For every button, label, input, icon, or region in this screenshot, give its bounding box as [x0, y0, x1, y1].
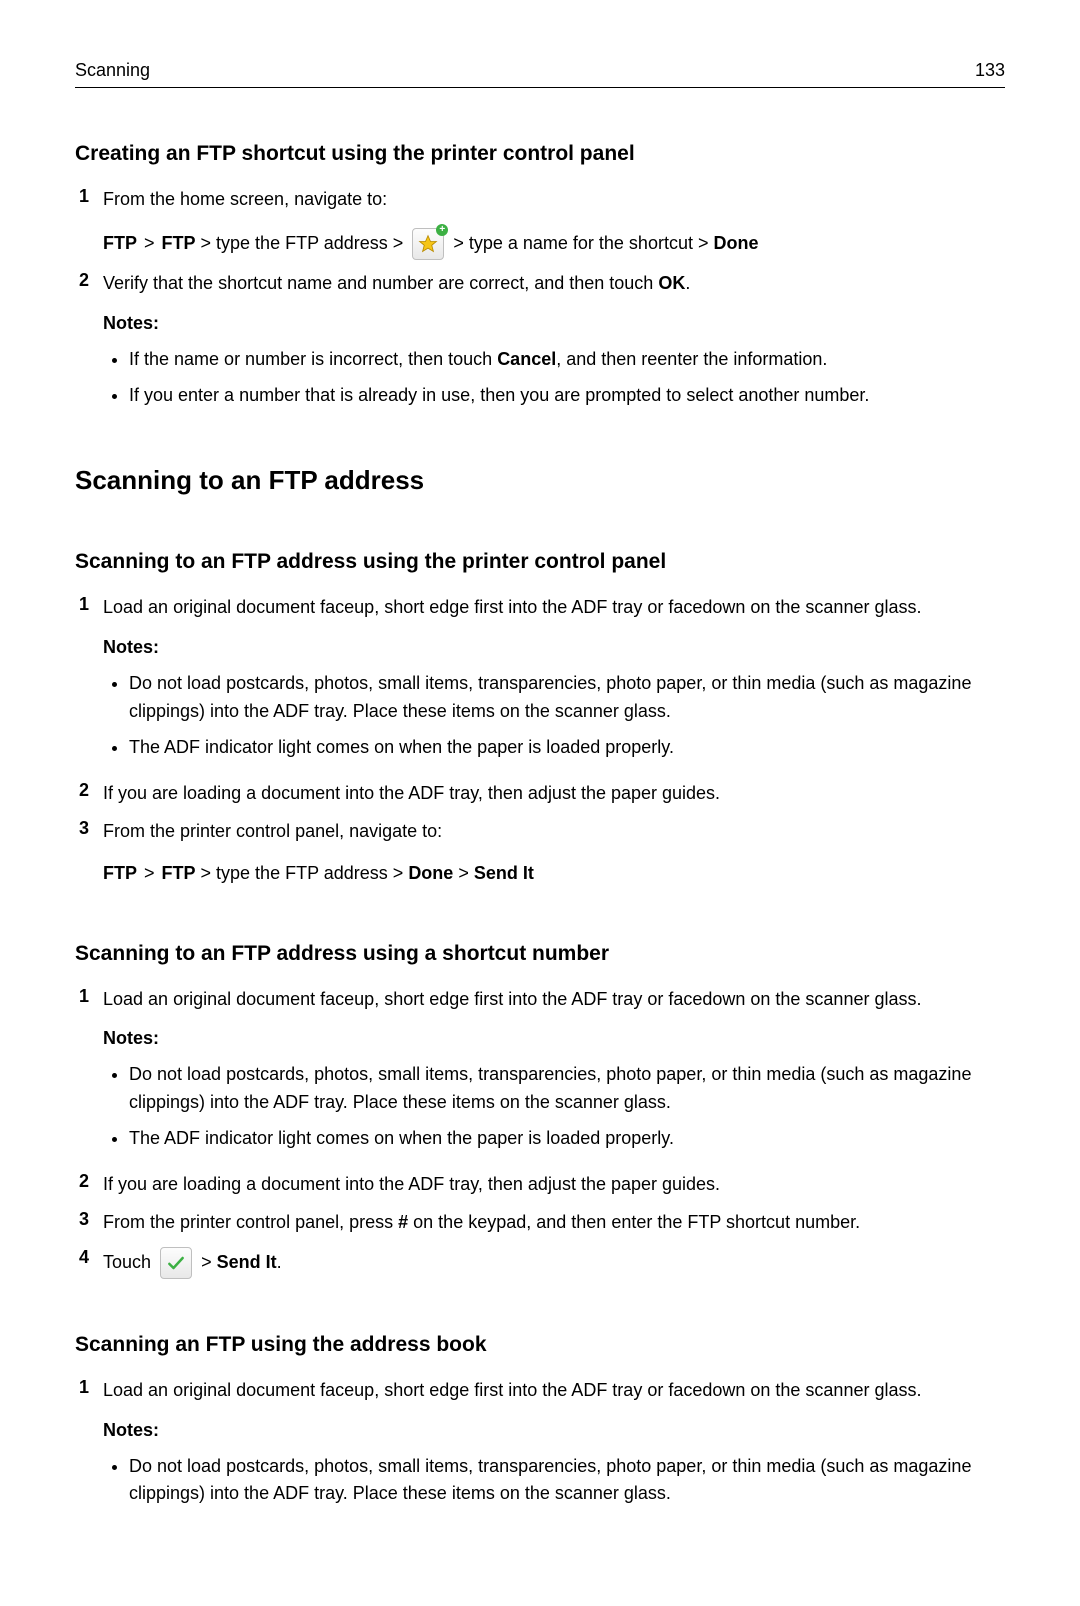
path-text: > type the FTP address >: [196, 233, 409, 253]
path-text: > type a name for the shortcut >: [453, 233, 713, 253]
list-item: 1 From the home screen, navigate to: FTP…: [75, 186, 1005, 260]
step-text: From the home screen, navigate to:: [103, 189, 387, 209]
step-text: on the keypad, and then enter the FTP sh…: [408, 1212, 860, 1232]
step-number: 1: [75, 1377, 89, 1398]
favorite-add-icon: +: [412, 228, 444, 260]
list-item: The ADF indicator light comes on when th…: [129, 734, 1005, 762]
navigation-path: FTP > FTP > type the FTP address > + > t…: [103, 228, 1005, 260]
list-item: The ADF indicator light comes on when th…: [129, 1125, 1005, 1153]
bold-ok: OK: [658, 273, 685, 293]
step-text: Verify that the shortcut name and number…: [103, 273, 658, 293]
steps-list-section4: 1 Load an original document faceup, shor…: [75, 986, 1005, 1279]
list-item: Do not load postcards, photos, small ite…: [129, 1061, 1005, 1117]
checkmark-icon: [160, 1247, 192, 1279]
step-text: From the printer control panel, navigate…: [103, 821, 442, 841]
list-item: 3 From the printer control panel, press …: [75, 1209, 1005, 1237]
step-body: If you are loading a document into the A…: [103, 780, 1005, 808]
step-number: 2: [75, 780, 89, 801]
notes-list: Do not load postcards, photos, small ite…: [103, 1061, 1005, 1153]
step-body: Touch > Send It.: [103, 1247, 1005, 1279]
list-item: If the name or number is incorrect, then…: [129, 346, 1005, 374]
path-segment: FTP: [162, 233, 196, 253]
step-number: 1: [75, 594, 89, 615]
step-text: Load an original document faceup, short …: [103, 989, 921, 1009]
list-item: 2 If you are loading a document into the…: [75, 780, 1005, 808]
notes-list: If the name or number is incorrect, then…: [103, 346, 1005, 410]
bold-cancel: Cancel: [497, 349, 556, 369]
path-text: >: [453, 863, 474, 883]
step-text: Load an original document faceup, short …: [103, 597, 921, 617]
notes-label: Notes:: [103, 634, 1005, 662]
bold-hash: #: [398, 1212, 408, 1232]
note-text: If the name or number is incorrect, then…: [129, 349, 497, 369]
step-body: Verify that the shortcut name and number…: [103, 270, 1005, 418]
navigation-path: FTP > FTP > type the FTP address > Done …: [103, 860, 1005, 888]
plus-badge: +: [436, 224, 448, 236]
step-text: Touch: [103, 1252, 156, 1272]
path-text: >: [201, 1252, 217, 1272]
path-segment: Done: [713, 233, 758, 253]
step-number: 3: [75, 1209, 89, 1230]
list-item: 1 Load an original document faceup, shor…: [75, 1377, 1005, 1517]
notes-label: Notes:: [103, 310, 1005, 338]
list-item: 4 Touch > Send It.: [75, 1247, 1005, 1279]
step-body: From the printer control panel, navigate…: [103, 818, 1005, 888]
step-number: 1: [75, 986, 89, 1007]
path-text: > type the FTP address >: [196, 863, 409, 883]
steps-list-section5: 1 Load an original document faceup, shor…: [75, 1377, 1005, 1517]
header-section-title: Scanning: [75, 60, 150, 81]
step-text: From the printer control panel, press: [103, 1212, 398, 1232]
notes-list: Do not load postcards, photos, small ite…: [103, 670, 1005, 762]
step-number: 2: [75, 270, 89, 291]
step-number: 3: [75, 818, 89, 839]
list-item: 1 Load an original document faceup, shor…: [75, 594, 1005, 769]
heading-scan-ftp-address-book: Scanning an FTP using the address book: [75, 1333, 1005, 1357]
heading-scanning-to-ftp: Scanning to an FTP address: [75, 465, 1005, 496]
list-item: 1 Load an original document faceup, shor…: [75, 986, 1005, 1161]
step-number: 1: [75, 186, 89, 207]
step-body: Load an original document faceup, short …: [103, 986, 1005, 1161]
path-segment: FTP: [162, 863, 196, 883]
path-segment: Send It: [474, 863, 534, 883]
step-body: Load an original document faceup, short …: [103, 1377, 1005, 1517]
step-number: 2: [75, 1171, 89, 1192]
heading-scan-ftp-shortcut-number: Scanning to an FTP address using a short…: [75, 942, 1005, 966]
notes-label: Notes:: [103, 1417, 1005, 1445]
path-segment: FTP: [103, 233, 137, 253]
list-item: If you enter a number that is already in…: [129, 382, 1005, 410]
list-item: 3 From the printer control panel, naviga…: [75, 818, 1005, 888]
list-item: 2 Verify that the shortcut name and numb…: [75, 270, 1005, 418]
step-number: 4: [75, 1247, 89, 1268]
step-body: If you are loading a document into the A…: [103, 1171, 1005, 1199]
list-item: 2 If you are loading a document into the…: [75, 1171, 1005, 1199]
heading-creating-ftp-shortcut: Creating an FTP shortcut using the print…: [75, 142, 1005, 166]
page-header: Scanning 133: [75, 60, 1005, 88]
step-body: From the home screen, navigate to: FTP >…: [103, 186, 1005, 260]
list-item: Do not load postcards, photos, small ite…: [129, 670, 1005, 726]
path-segment: Done: [408, 863, 453, 883]
path-segment: FTP: [103, 863, 137, 883]
notes-list: Do not load postcards, photos, small ite…: [103, 1453, 1005, 1509]
step-body: From the printer control panel, press # …: [103, 1209, 1005, 1237]
bold-send-it: Send It: [217, 1252, 277, 1272]
steps-list-section3: 1 Load an original document faceup, shor…: [75, 594, 1005, 887]
step-text: .: [277, 1252, 282, 1272]
step-body: Load an original document faceup, short …: [103, 594, 1005, 769]
header-page-number: 133: [975, 60, 1005, 81]
page: Scanning 133 Creating an FTP shortcut us…: [0, 0, 1080, 1606]
steps-list-section1: 1 From the home screen, navigate to: FTP…: [75, 186, 1005, 417]
step-text: .: [685, 273, 690, 293]
heading-scan-ftp-control-panel: Scanning to an FTP address using the pri…: [75, 550, 1005, 574]
note-text: , and then reenter the information.: [556, 349, 827, 369]
notes-label: Notes:: [103, 1025, 1005, 1053]
list-item: Do not load postcards, photos, small ite…: [129, 1453, 1005, 1509]
